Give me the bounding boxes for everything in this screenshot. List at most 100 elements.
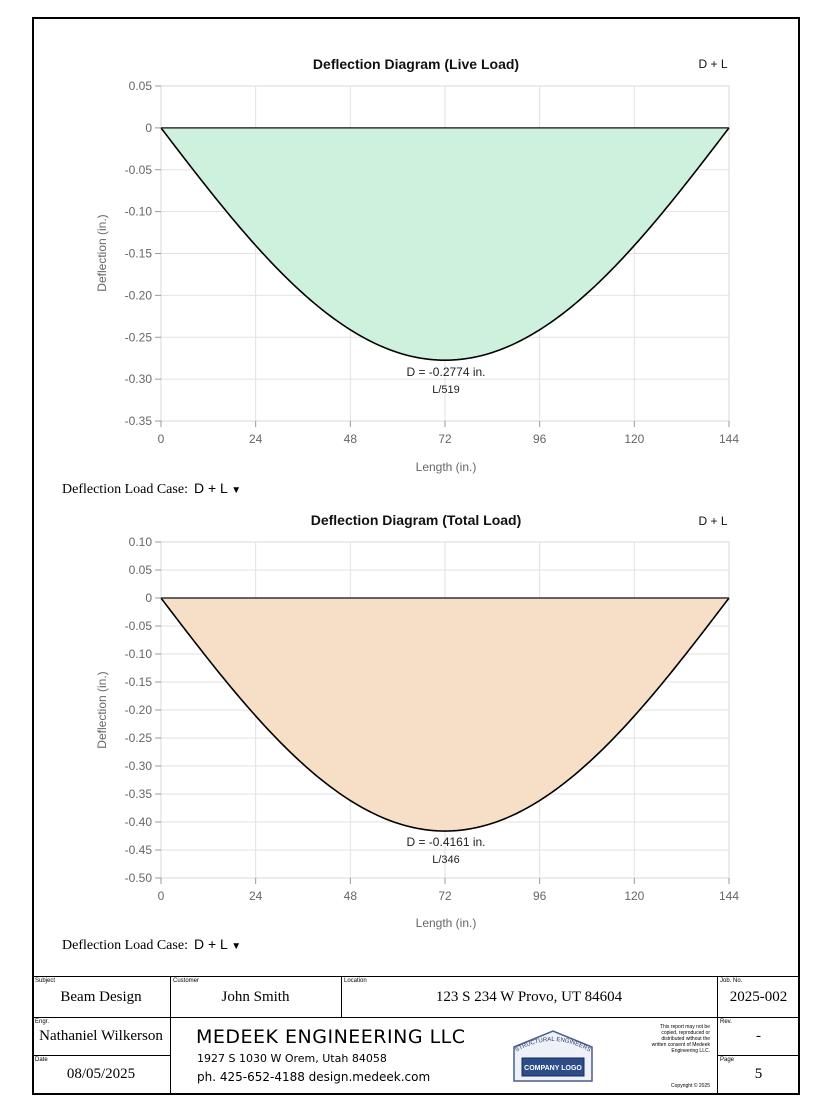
y-tick-label: 0: [145, 591, 152, 605]
y-tick-label: -0.05: [125, 163, 153, 177]
load-case-label: Deflection Load Case:: [62, 482, 188, 497]
load-case-dropdown[interactable]: D + L ▼: [194, 936, 241, 952]
load-case-label: Deflection Load Case:: [62, 938, 188, 953]
max-deflection-label: D = -0.4161 in.: [406, 835, 485, 849]
y-tick-label: -0.35: [125, 414, 153, 428]
title-block-top-rule: [32, 976, 800, 1095]
subject-value: Beam Design: [60, 989, 142, 1005]
subject-label: Subject: [35, 978, 56, 984]
deflection-load-case-selector-total: Deflection Load Case: D + L ▼: [62, 936, 241, 954]
disclaimer: This report may not be copied, reproduce…: [622, 1024, 710, 1054]
y-tick-label: -0.10: [125, 647, 153, 661]
y-tick-label: -0.35: [125, 787, 153, 801]
x-tick-label: 144: [719, 432, 739, 446]
y-tick-label: 0.05: [129, 563, 153, 577]
subject-cell: Subject Beam Design: [32, 976, 170, 1017]
total-load-deflection-chart: Deflection Diagram (Total Load) D + L 0.…: [95, 512, 739, 930]
y-axis-label: Deflection (in.): [95, 671, 109, 748]
revision-cell: Rev. -: [717, 1017, 800, 1055]
page-label: Page: [720, 1057, 735, 1063]
chevron-down-icon: ▼: [231, 941, 242, 952]
x-tick-label: 24: [249, 889, 263, 903]
x-tick-label: 24: [249, 432, 263, 446]
page-frame: [32, 17, 800, 1095]
y-axis-label: Deflection (in.): [95, 214, 109, 291]
location-value: 123 S 234 W Provo, UT 84604: [435, 989, 623, 1005]
x-axis-label: Length (in.): [416, 916, 477, 930]
y-tick-label: -0.10: [125, 205, 153, 219]
company-name: MEDEEK ENGINEERING LLC: [196, 1026, 466, 1048]
x-tick-label: 72: [438, 889, 452, 903]
page-cell: Page 5: [717, 1055, 800, 1095]
y-tick-label: -0.15: [125, 247, 153, 261]
disclaimer-line: Engineering LLC.: [671, 1048, 710, 1054]
chart-title: Deflection Diagram (Live Load): [313, 56, 519, 72]
y-tick-label: 0: [145, 121, 152, 135]
x-tick-label: 120: [624, 889, 644, 903]
date-cell: Date 08/05/2025: [32, 1055, 170, 1095]
engineer-value: Nathaniel Wilkerson: [39, 1028, 163, 1044]
y-tick-label: -0.20: [125, 288, 153, 302]
y-tick-label: -0.15: [125, 675, 153, 689]
company-logo: STRUCTURAL ENGINEERS COMPANY LOGO: [513, 1030, 593, 1082]
disclaimer-line: This report may not be: [659, 1024, 710, 1030]
date-value: 08/05/2025: [66, 1066, 136, 1082]
revision-label: Rev.: [720, 1019, 732, 1025]
x-tick-label: 120: [624, 432, 644, 446]
x-tick-label: 48: [344, 432, 358, 446]
x-tick-label: 144: [719, 889, 739, 903]
revision-value: -: [756, 1028, 761, 1044]
copyright: Copyright © 2025: [671, 1083, 710, 1089]
deflection-area: [161, 127, 729, 361]
logo-text: COMPANY LOGO: [524, 1065, 582, 1072]
y-tick-label: -0.40: [125, 815, 153, 829]
job-number-value: 2025-002: [729, 989, 788, 1005]
page-value: 5: [754, 1066, 763, 1082]
customer-value: John Smith: [221, 989, 290, 1005]
span-ratio-label: L/519: [432, 384, 460, 396]
deflection-curve: [160, 597, 730, 832]
disclaimer-line: distributed without the: [661, 1036, 710, 1042]
chart-load-case: D + L: [698, 57, 727, 71]
engineer-cell: Engr. Nathaniel Wilkerson: [32, 1017, 170, 1055]
job-number-label: Job. No.: [720, 978, 743, 984]
row-divider: [717, 1017, 800, 1018]
x-tick-label: 48: [344, 889, 358, 903]
span-ratio-label: L/346: [432, 854, 460, 866]
x-tick-label: 0: [158, 432, 165, 446]
row-divider: [32, 1055, 170, 1056]
row-divider: [32, 1017, 170, 1018]
deflection-load-case-selector-live: Deflection Load Case: D + L ▼: [62, 480, 241, 498]
load-case-dropdown[interactable]: D + L ▼: [194, 480, 241, 496]
row-divider: [170, 1017, 717, 1018]
company-address: 1927 S 1030 W Orem, Utah 84058: [197, 1052, 387, 1065]
column-divider: [717, 976, 718, 1095]
customer-cell: Customer John Smith: [170, 976, 341, 1017]
engineer-label: Engr.: [35, 1019, 50, 1025]
y-tick-label: -0.50: [125, 871, 153, 885]
y-tick-label: -0.45: [125, 843, 153, 857]
chart-load-case: D + L: [698, 514, 727, 528]
column-divider: [341, 976, 342, 1017]
company-contact: ph. 425-652-4188 design.medeek.com: [197, 1070, 431, 1084]
title-block: Subject Beam Design Customer John Smith …: [32, 976, 800, 1095]
location-cell: Location 123 S 234 W Provo, UT 84604: [341, 976, 717, 1017]
x-tick-label: 96: [533, 889, 547, 903]
x-tick-label: 0: [158, 889, 165, 903]
x-tick-label: 72: [438, 432, 452, 446]
load-case-value: D + L: [193, 936, 228, 952]
deflection-area: [161, 598, 729, 832]
row-divider: [717, 1055, 800, 1056]
y-tick-label: 0.10: [129, 535, 153, 549]
live-load-deflection-chart: Deflection Diagram (Live Load) D + L 0.0…: [95, 56, 739, 474]
y-tick-label: -0.20: [125, 703, 153, 717]
y-tick-label: 0.05: [129, 79, 153, 93]
y-tick-label: -0.30: [125, 372, 153, 386]
x-axis-label: Length (in.): [416, 460, 477, 474]
column-divider: [170, 976, 171, 1095]
chart-title: Deflection Diagram (Total Load): [311, 512, 522, 528]
load-case-value: D + L: [193, 480, 228, 496]
y-tick-label: -0.25: [125, 731, 153, 745]
y-tick-label: -0.25: [125, 330, 153, 344]
chevron-down-icon: ▼: [231, 485, 242, 496]
